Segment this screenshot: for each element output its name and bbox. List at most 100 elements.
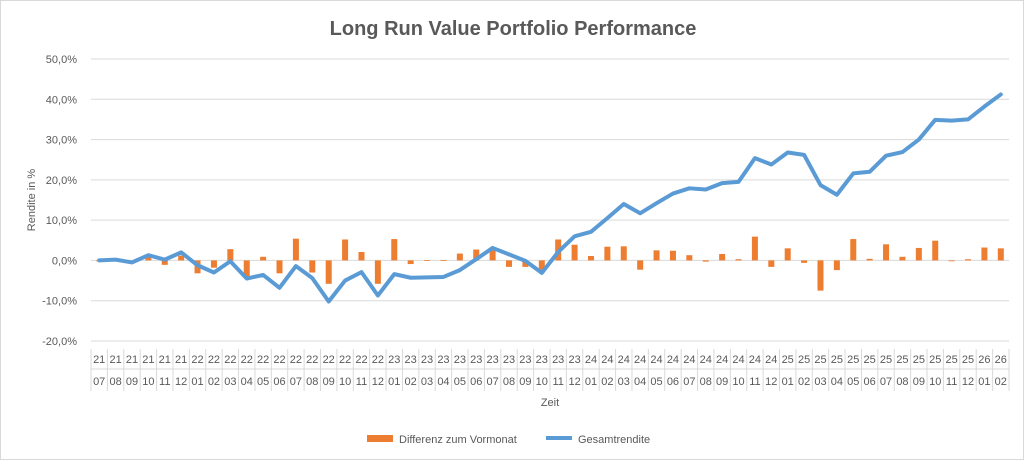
x-tick-year: 23 bbox=[470, 354, 482, 366]
x-tick-year: 24 bbox=[700, 354, 712, 366]
x-tick-year: 21 bbox=[93, 354, 105, 366]
bar bbox=[358, 251, 365, 261]
x-tick-year: 25 bbox=[880, 354, 892, 366]
bar bbox=[965, 259, 972, 261]
x-tick-month: 05 bbox=[257, 376, 269, 388]
bar bbox=[817, 260, 824, 291]
x-tick-month: 07 bbox=[880, 376, 892, 388]
x-tick-year: 22 bbox=[257, 354, 269, 366]
bar bbox=[292, 238, 299, 261]
bar bbox=[637, 260, 644, 270]
y-tick-label: 40,0% bbox=[46, 94, 77, 106]
bar bbox=[309, 260, 316, 273]
x-tick-month: 06 bbox=[667, 376, 679, 388]
x-tick-year: 24 bbox=[683, 354, 695, 366]
bar bbox=[440, 260, 447, 261]
bar bbox=[145, 257, 152, 261]
x-tick-year: 23 bbox=[503, 354, 515, 366]
bar bbox=[571, 244, 578, 261]
y-tick-label: 30,0% bbox=[46, 135, 77, 147]
x-tick-month: 03 bbox=[421, 376, 433, 388]
bar bbox=[883, 244, 890, 261]
x-tick-month: 10 bbox=[536, 376, 548, 388]
y-axis-title: Rendite in % bbox=[26, 169, 38, 232]
bar bbox=[456, 253, 463, 261]
x-tick-month: 10 bbox=[142, 376, 154, 388]
x-tick-month: 04 bbox=[634, 376, 646, 388]
bar bbox=[407, 260, 414, 265]
x-tick-month: 09 bbox=[716, 376, 728, 388]
bar bbox=[702, 260, 709, 262]
x-tick-month: 12 bbox=[568, 376, 580, 388]
x-tick-year: 25 bbox=[962, 354, 974, 366]
x-tick-month: 02 bbox=[601, 376, 613, 388]
x-tick-month: 05 bbox=[454, 376, 466, 388]
x-tick-year: 23 bbox=[437, 354, 449, 366]
bar bbox=[161, 260, 168, 265]
y-tick-label: -20,0% bbox=[42, 336, 77, 348]
x-tick-month: 12 bbox=[175, 376, 187, 388]
bar bbox=[751, 236, 758, 261]
x-tick-month: 11 bbox=[749, 376, 760, 388]
bar bbox=[735, 259, 742, 261]
x-tick-month: 06 bbox=[864, 376, 876, 388]
x-tick-month: 04 bbox=[241, 376, 253, 388]
x-tick-year: 22 bbox=[339, 354, 351, 366]
x-tick-month: 03 bbox=[224, 376, 236, 388]
bar bbox=[260, 256, 267, 261]
x-tick-year: 25 bbox=[782, 354, 794, 366]
x-tick-year: 21 bbox=[159, 354, 171, 366]
x-tick-month: 08 bbox=[306, 376, 318, 388]
x-tick-year: 23 bbox=[421, 354, 433, 366]
x-tick-month: 12 bbox=[765, 376, 777, 388]
x-tick-year: 22 bbox=[191, 354, 203, 366]
x-tick-year: 25 bbox=[913, 354, 925, 366]
bar bbox=[866, 258, 873, 261]
x-tick-month: 10 bbox=[339, 376, 351, 388]
x-tick-year: 26 bbox=[978, 354, 990, 366]
chart-title: Long Run Value Portfolio Performance bbox=[330, 18, 697, 40]
x-tick-month: 03 bbox=[814, 376, 826, 388]
x-tick-year: 23 bbox=[519, 354, 531, 366]
x-tick-month: 04 bbox=[437, 376, 449, 388]
x-tick-month: 08 bbox=[503, 376, 515, 388]
x-tick-year: 24 bbox=[749, 354, 761, 366]
bar bbox=[587, 255, 594, 261]
x-tick-year: 21 bbox=[142, 354, 154, 366]
bar bbox=[899, 256, 906, 261]
x-tick-month: 03 bbox=[618, 376, 630, 388]
x-tick-year: 24 bbox=[618, 354, 630, 366]
x-tick-year: 22 bbox=[372, 354, 384, 366]
x-tick-month: 11 bbox=[356, 376, 367, 388]
bar bbox=[801, 260, 808, 263]
bar bbox=[653, 250, 660, 261]
x-tick-year: 23 bbox=[552, 354, 564, 366]
bar bbox=[210, 260, 217, 268]
x-tick-month: 02 bbox=[208, 376, 220, 388]
x-tick-month: 04 bbox=[831, 376, 843, 388]
x-tick-year: 22 bbox=[224, 354, 236, 366]
x-tick-year: 24 bbox=[650, 354, 662, 366]
x-tick-month: 11 bbox=[552, 376, 563, 388]
bar bbox=[522, 260, 529, 267]
x-tick-year: 22 bbox=[323, 354, 335, 366]
bar bbox=[178, 255, 185, 261]
x-tick-month: 10 bbox=[929, 376, 941, 388]
bar bbox=[915, 247, 922, 261]
x-tick-month: 01 bbox=[191, 376, 203, 388]
x-tick-year: 22 bbox=[355, 354, 367, 366]
x-tick-month: 09 bbox=[126, 376, 138, 388]
bar bbox=[932, 240, 939, 261]
legend: Differenz zum Vormonat Gesamtrendite bbox=[367, 434, 650, 446]
bar bbox=[506, 260, 513, 267]
bar bbox=[948, 260, 955, 262]
x-tick-month: 09 bbox=[519, 376, 531, 388]
x-tick-month: 07 bbox=[290, 376, 302, 388]
x-tick-year: 22 bbox=[290, 354, 302, 366]
series-line-gesamtrendite bbox=[97, 92, 1003, 304]
x-tick-year: 25 bbox=[896, 354, 908, 366]
legend-bar-label: Differenz zum Vormonat bbox=[399, 434, 517, 446]
x-tick-year: 24 bbox=[716, 354, 728, 366]
x-tick-month: 02 bbox=[995, 376, 1007, 388]
